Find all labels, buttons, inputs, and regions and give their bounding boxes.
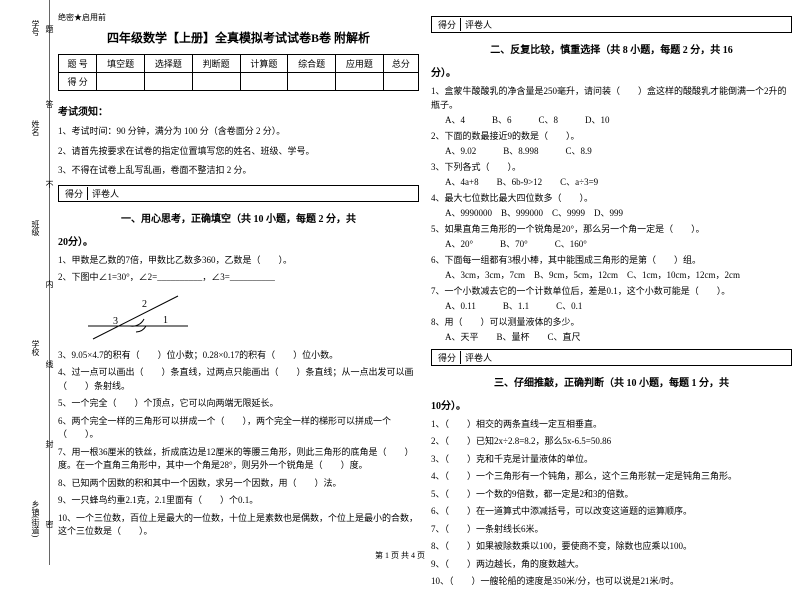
th-1: 填空题 bbox=[97, 55, 145, 73]
td-3[interactable] bbox=[192, 73, 240, 91]
th-4: 计算题 bbox=[240, 55, 288, 73]
q2-2: 2、下面的数最接近9的数是（ ）。 bbox=[431, 130, 792, 144]
q2-3: 3、下列各式（ ）。 bbox=[431, 161, 792, 175]
opt2-6: A、3cm，3cm，7cm B、9cm，5cm，12cm C、1cm，10cm，… bbox=[445, 269, 792, 283]
section-1-tail: 20分）。 bbox=[58, 233, 419, 248]
q1-9: 9、一只蜂鸟约重2.1克，2.1里面有（ ）个0.1。 bbox=[58, 494, 419, 508]
notice-heading: 考试须知： bbox=[58, 103, 419, 118]
q1-3: 3、9.05×4.7的积有（ ）位小数；0.28×0.17的积有（ ）位小数。 bbox=[58, 349, 419, 363]
score-table: 题 号 填空题 选择题 判断题 计算题 综合题 应用题 总分 得 分 bbox=[58, 54, 419, 91]
angle-diagram: 1 2 3 bbox=[78, 291, 419, 343]
notice-3: 3、不得在试卷上乱写乱画，卷面不整洁扣 2 分。 bbox=[58, 164, 419, 178]
td-6[interactable] bbox=[336, 73, 384, 91]
label-township: 乡镇(街道) bbox=[30, 500, 41, 537]
q1-10: 10、一个三位数，百位上是最大的一位数，十位上是素数也是偶数，个位上是最小的合数… bbox=[58, 512, 419, 539]
angle-label-2: 2 bbox=[142, 299, 147, 310]
sb3-b: 评卷人 bbox=[461, 351, 496, 364]
q2-8: 8、用（ ）可以测量液体的多少。 bbox=[431, 316, 792, 330]
sb2-b: 评卷人 bbox=[461, 18, 496, 31]
section-2-tail: 分）。 bbox=[431, 64, 792, 79]
q2-4: 4、最大七位数比最大四位数多（ ）。 bbox=[431, 192, 792, 206]
th-6: 应用题 bbox=[336, 55, 384, 73]
sb3-a: 得分 bbox=[434, 351, 461, 364]
section-3-title: 三、仔细推敲，正确判断（共 10 小题，每题 1 分，共 bbox=[431, 374, 792, 389]
q1-5: 5、一个完全（ ）个顶点，它可以向两端无限延长。 bbox=[58, 397, 419, 411]
q1-6: 6、两个完全一样的三角形可以拼成一个（ ），两个完全一样的梯形可以拼成一个（ ）… bbox=[58, 415, 419, 442]
score-box-3: 得分 评卷人 bbox=[431, 349, 792, 366]
opt2-2: A、9.02 B、8.998 C、8.9 bbox=[445, 145, 792, 159]
score-value-row: 得 分 bbox=[59, 73, 419, 91]
marker-mi: 密 bbox=[44, 520, 55, 528]
label-name: 姓名 bbox=[30, 120, 41, 136]
th-5: 综合题 bbox=[288, 55, 336, 73]
notice-2: 2、请首先按要求在试卷的指定位置填写您的姓名、班级、学号。 bbox=[58, 145, 419, 159]
q3-3: 3、（ ）克和千克是计量液体的单位。 bbox=[431, 453, 792, 467]
marker-feng: 封 bbox=[44, 440, 55, 448]
sb2-a: 得分 bbox=[434, 18, 461, 31]
opt2-1: A、4 B、6 C、8 D、10 bbox=[445, 114, 792, 128]
q1-7: 7、用一根36厘米的铁丝，折成底边是12厘米的等腰三角形，则此三角形的底角是（ … bbox=[58, 446, 419, 473]
section-1-title: 一、用心思考，正确填空（共 10 小题，每题 2 分，共 bbox=[58, 210, 419, 225]
th-0: 题 号 bbox=[59, 55, 97, 73]
opt2-3: A、4a+8 B、6b-9>12 C、a÷3=9 bbox=[445, 176, 792, 190]
sb1-a: 得分 bbox=[61, 187, 88, 200]
q1-8: 8、已知两个因数的积和其中一个因数，求另一个因数，用（ ）法。 bbox=[58, 477, 419, 491]
sb1-b: 评卷人 bbox=[88, 187, 123, 200]
marker-line: 线 bbox=[44, 360, 55, 368]
q1-1: 1、甲数是乙数的7倍，甲数比乙数多360，乙数是（ ）。 bbox=[58, 254, 419, 268]
td-2[interactable] bbox=[145, 73, 193, 91]
label-school: 学校 bbox=[30, 340, 41, 356]
secret-label: 绝密★启用前 bbox=[58, 12, 419, 23]
td-5[interactable] bbox=[288, 73, 336, 91]
label-class: 班级 bbox=[30, 220, 41, 236]
marker-inner: 内 bbox=[44, 280, 55, 288]
q3-6: 6、（ ）在一道算式中添减括号，可以改变这道题的运算顺序。 bbox=[431, 505, 792, 519]
angle-svg: 1 2 3 bbox=[78, 291, 198, 341]
q2-5: 5、如果直角三角形的一个锐角是20°，那么另一个角一定是（ ）。 bbox=[431, 223, 792, 237]
td-4[interactable] bbox=[240, 73, 288, 91]
angle-label-3: 3 bbox=[113, 316, 118, 327]
marker-ti: 题 bbox=[44, 25, 55, 33]
q1-2: 2、下图中∠1=30°，∠2=__________，∠3=__________ bbox=[58, 271, 419, 285]
td-1[interactable] bbox=[97, 73, 145, 91]
notice-1: 1、考试时间：90 分钟，满分为 100 分（含卷面分 2 分）。 bbox=[58, 125, 419, 139]
page-footer: 第 1 页 共 4 页 bbox=[0, 550, 800, 561]
section-2-title: 二、反复比较，慎重选择（共 8 小题，每题 2 分，共 16 bbox=[431, 41, 792, 56]
q3-10: 10、（ ）一艘轮船的速度是350米/分，也可以说是21米/时。 bbox=[431, 575, 792, 589]
score-box-2: 得分 评卷人 bbox=[431, 16, 792, 33]
q3-5: 5、（ ）一个数的9倍数，都一定是2和3的倍数。 bbox=[431, 488, 792, 502]
exam-title: 四年级数学【上册】全真模拟考试试卷B卷 附解析 bbox=[58, 29, 419, 46]
angle-label-1: 1 bbox=[163, 315, 168, 326]
q3-4: 4、（ ）一个三角形有一个钝角，那么，这个三角形就一定是钝角三角形。 bbox=[431, 470, 792, 484]
score-head-row: 题 号 填空题 选择题 判断题 计算题 综合题 应用题 总分 bbox=[59, 55, 419, 73]
marker-da: 答 bbox=[44, 100, 55, 108]
q3-1: 1、（ ）相交的两条直线一定互相垂直。 bbox=[431, 418, 792, 432]
q2-6: 6、下面每一组都有3根小棒，其中能围成三角形的是第（ ）组。 bbox=[431, 254, 792, 268]
q2-7: 7、一个小数减去它的一个计数单位后，差是0.1，这个小数可能是（ ）。 bbox=[431, 285, 792, 299]
label-number: 学号 bbox=[30, 20, 41, 36]
column-left: 绝密★启用前 四年级数学【上册】全真模拟考试试卷B卷 附解析 题 号 填空题 选… bbox=[58, 12, 419, 561]
content-columns: 绝密★启用前 四年级数学【上册】全真模拟考试试卷B卷 附解析 题 号 填空题 选… bbox=[50, 0, 800, 565]
q1-4: 4、过一点可以画出（ ）条直线，过两点只能画出（ ）条直线；从一点出发可以画（ … bbox=[58, 366, 419, 393]
column-right: 得分 评卷人 二、反复比较，慎重选择（共 8 小题，每题 2 分，共 16 分）… bbox=[431, 12, 792, 561]
q3-2: 2、（ ）已知2x÷2.8=8.2，那么5x-6.5=50.86 bbox=[431, 435, 792, 449]
th-2: 选择题 bbox=[145, 55, 193, 73]
page-container: 学号 姓名 班级 学校 乡镇(街道) 题 答 不 内 线 封 密 绝密★启用前 … bbox=[0, 0, 800, 565]
q3-7: 7、（ ）一条射线长6米。 bbox=[431, 523, 792, 537]
q2-1: 1、盒蒙牛酸酸乳的净含量是250毫升，请问装（ ）盒这样的酸酸乳才能倒满一个2升… bbox=[431, 85, 792, 112]
td-label: 得 分 bbox=[59, 73, 97, 91]
th-3: 判断题 bbox=[192, 55, 240, 73]
score-box-1: 得分 评卷人 bbox=[58, 185, 419, 202]
opt2-8: A、天平 B、量杯 C、直尺 bbox=[445, 331, 792, 345]
th-7: 总分 bbox=[383, 55, 418, 73]
opt2-7: A、0.11 B、1.1 C、0.1 bbox=[445, 300, 792, 314]
opt2-4: A、9990000 B、999000 C、9999 D、999 bbox=[445, 207, 792, 221]
td-7[interactable] bbox=[383, 73, 418, 91]
opt2-5: A、20° B、70° C、160° bbox=[445, 238, 792, 252]
binding-margin: 学号 姓名 班级 学校 乡镇(街道) 题 答 不 内 线 封 密 bbox=[0, 0, 50, 565]
section-3-tail: 10分）。 bbox=[431, 397, 792, 412]
marker-jin: 不 bbox=[44, 180, 55, 188]
